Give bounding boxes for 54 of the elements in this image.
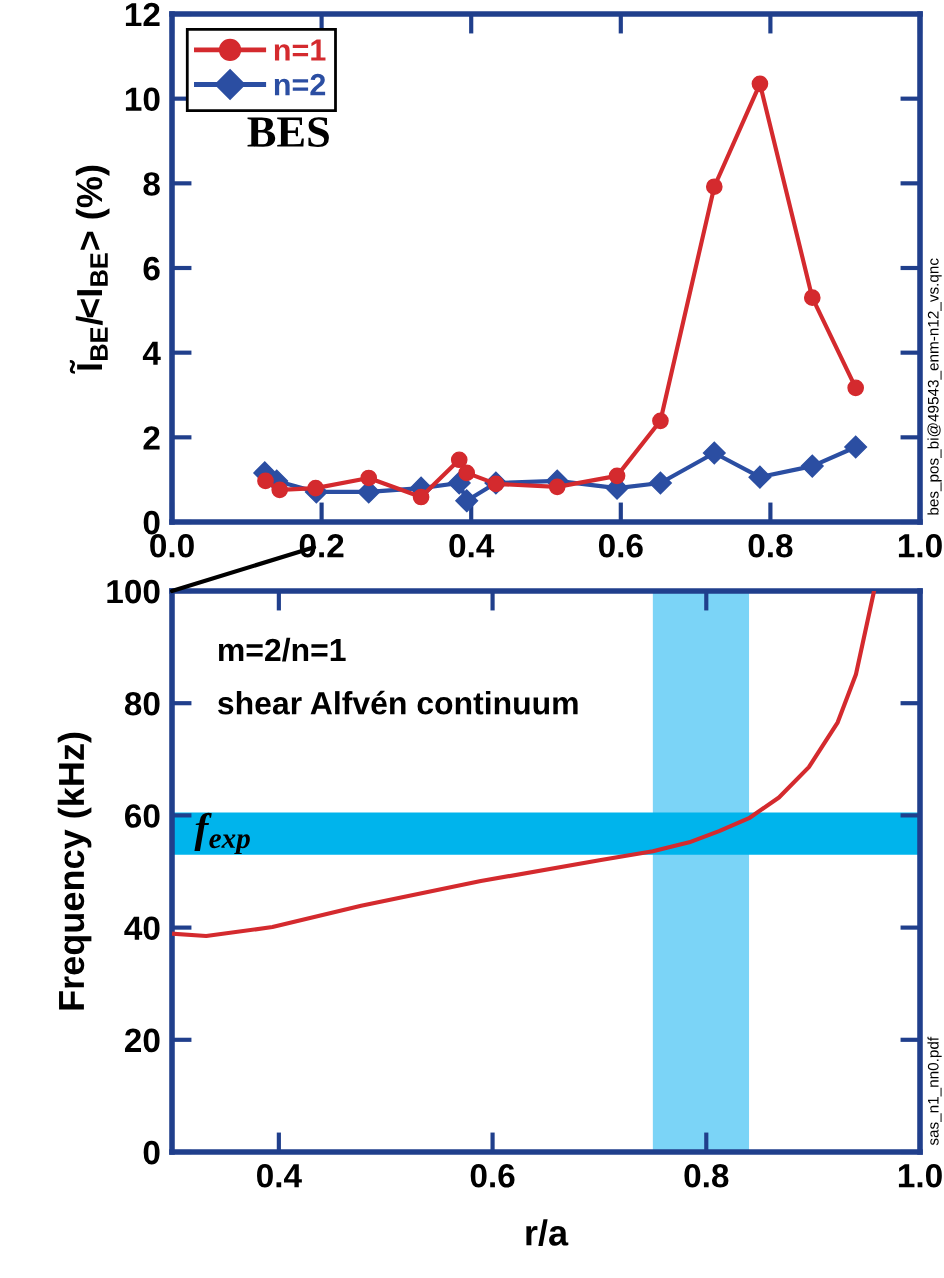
legend-label: n=2 — [274, 73, 326, 96]
point — [705, 178, 723, 196]
y-tick-label: 12 — [125, 2, 160, 27]
x-tick-label: 0.8 — [684, 1163, 729, 1188]
point — [257, 472, 274, 490]
point — [748, 465, 772, 489]
point — [271, 481, 289, 499]
line-series — [172, 591, 877, 939]
text: bes_pos_bi@49543_enm-n12_vs.qnc — [927, 258, 942, 515]
point — [455, 489, 479, 513]
x-tick-label: 0.6 — [598, 533, 643, 558]
legend-label: n=1 — [274, 39, 326, 61]
point — [844, 435, 868, 459]
y-axis-title: Frequency (kHz) — [57, 732, 92, 1010]
point — [803, 289, 821, 306]
point — [360, 469, 378, 487]
point — [412, 488, 430, 506]
y-tick-label: 40 — [124, 916, 160, 941]
point — [450, 451, 468, 469]
annotation: m=2/n=1 — [218, 637, 346, 662]
x-tick-label: 0.0 — [150, 533, 194, 558]
point — [800, 454, 824, 478]
y-axis-title: Ĩ$_{BE}$/<I$_{BE}$> (%) — [69, 165, 110, 374]
y-tick-label: 10 — [125, 87, 160, 112]
x-tick-label: 0.4 — [257, 1163, 302, 1188]
y-tick-label: 20 — [124, 1028, 160, 1053]
point — [458, 464, 476, 482]
x-tick-label: 1.0 — [898, 1163, 942, 1188]
point — [548, 478, 566, 496]
y-tick-label: 6 — [143, 256, 160, 281]
point — [648, 471, 672, 495]
band-label: f$_{exp}$ — [194, 812, 250, 855]
y-tick-label: 0 — [143, 510, 160, 535]
text: sas_n1_nn0.pdf — [927, 1036, 942, 1146]
point — [702, 441, 726, 465]
y-tick-label: 100 — [107, 579, 160, 604]
point — [652, 412, 669, 430]
x-tick-label: 0.8 — [748, 533, 793, 558]
y-tick-label: 60 — [125, 804, 160, 828]
point — [608, 467, 626, 485]
x-tick-label: 0.6 — [470, 1163, 515, 1188]
x-tick-label: 1.0 — [898, 533, 942, 558]
y-tick-label: 4 — [142, 341, 161, 365]
x-axis-title: r/a — [526, 1219, 569, 1247]
y-tick-label: 80 — [124, 692, 160, 716]
annotation: shear Alfvén continuum — [218, 690, 578, 715]
y-tick-label: 8 — [143, 172, 160, 196]
y-tick-label: 2 — [143, 426, 160, 450]
point — [307, 479, 324, 497]
annotation: BES — [247, 117, 329, 148]
x-tick-label: 0.4 — [449, 533, 495, 558]
point — [751, 75, 769, 93]
y-tick-label: 0 — [143, 1140, 160, 1165]
point — [847, 379, 865, 397]
